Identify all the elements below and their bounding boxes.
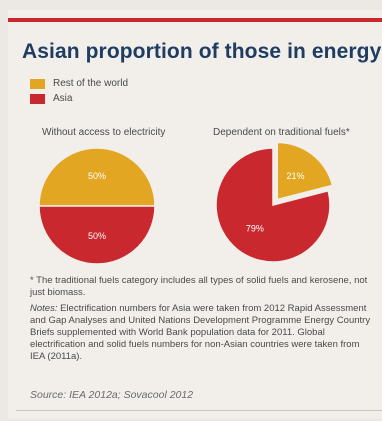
legend-label: Rest of the world (53, 78, 129, 89)
source-text: Source: IEA 2012a; Sovacool 2012 (30, 389, 194, 401)
pie-1-value-label: 50% (88, 231, 106, 241)
pie-1-slice-rest-of-the-world (38, 147, 156, 207)
pie-2-title: Dependent on traditional fuels* (213, 127, 350, 138)
notes: Notes: Electrification numbers for Asia … (30, 303, 375, 363)
pie-charts: 50% 50% 21% 79% (38, 141, 334, 265)
pie-1-slice-asia (38, 205, 156, 265)
notes-label: Notes: (30, 303, 58, 314)
notes-text: Electrification numbers for Asia were ta… (30, 303, 371, 362)
legend-item-asia: Asia (30, 91, 128, 106)
legend-item-rest-of-world: Rest of the world (30, 76, 128, 91)
pie-2-slice-rest-of-the-world (276, 141, 334, 201)
pie-1-title: Without access to electricity (42, 127, 166, 138)
legend-swatch-asia (30, 93, 45, 104)
figure-page: Asian proportion of those in energy pove… (8, 10, 382, 419)
legend-swatch-rest-of-world (30, 78, 45, 89)
pie-2-value-label: 79% (246, 223, 264, 233)
legend-label: Asia (53, 93, 73, 104)
pie-2-value-label: 21% (286, 171, 304, 181)
bottom-rule (16, 410, 382, 411)
footnote: * The traditional fuels category include… (30, 275, 368, 298)
chart-title: Asian proportion of those in energy pove… (22, 40, 382, 63)
top-rule (8, 18, 382, 22)
legend: Rest of the world Asia (30, 76, 128, 106)
pie-1-value-label: 50% (88, 171, 106, 181)
pie-2-slice-asia (215, 147, 331, 263)
